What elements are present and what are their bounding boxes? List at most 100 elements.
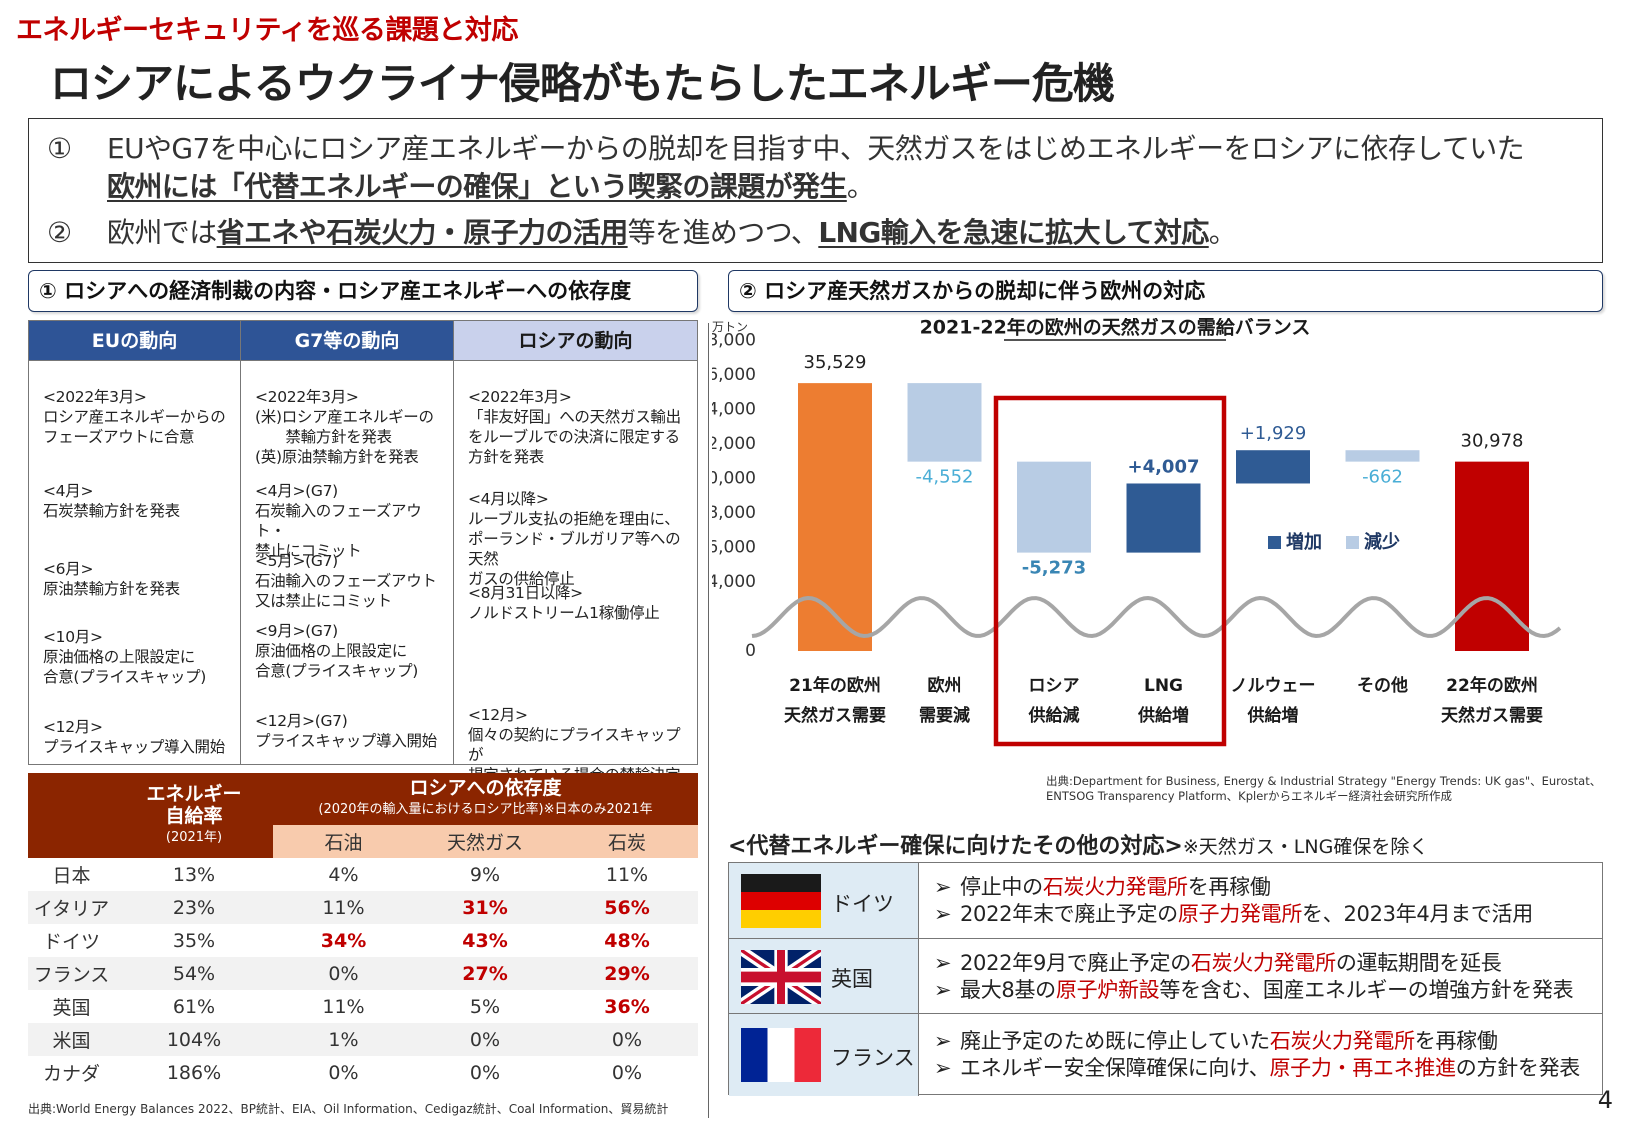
page-number: 4 bbox=[1597, 1086, 1613, 1114]
sanction-text: 原油禁輸方針を発表 bbox=[43, 580, 180, 598]
x-category-label: 供給増 bbox=[1137, 705, 1189, 726]
summary-item-2-emphasis-2: LNG輸入を急速に拡大して対応 bbox=[818, 216, 1209, 249]
x-category-label: ノルウェー bbox=[1231, 676, 1316, 696]
measure-text: を再稼働 bbox=[1414, 1029, 1498, 1053]
dependency-row: イタリア 23% 11% 31% 56% bbox=[28, 891, 698, 924]
dependency-row: ドイツ 35% 34% 43% 48% bbox=[28, 924, 698, 957]
summary-item-2-emphasis-1: 省エネや石炭火力・原子力の活用 bbox=[216, 216, 629, 249]
measure-text: エネルギー安全保障確保に向け、 bbox=[960, 1056, 1270, 1080]
summary-item-1-line-1: ① EUやG7を中心にロシア産エネルギーからの脱却を目指す中、天然ガスをはじめエネ… bbox=[47, 127, 1525, 167]
y-tick-label: 34,000 bbox=[712, 400, 756, 420]
sanctions-table: EUの動向 <2022年3月> ロシア産エネルギーからの フェーズアウトに合意 <4… bbox=[28, 320, 698, 784]
summary-item-2-pre: 欧州では bbox=[107, 216, 217, 249]
uk-flag bbox=[741, 949, 821, 1004]
bullet-arrow-icon: ➢ bbox=[934, 950, 952, 975]
section-1-heading: ① ロシアへの経済制裁の内容・ロシア産エネルギーへの依存度 bbox=[28, 270, 698, 312]
oil-dependency-cell: 0% bbox=[328, 1061, 359, 1084]
sanction-date: <6月> bbox=[43, 560, 94, 578]
measure-list: ➢ 廃止予定のため既に停止していた石炭火力発電所を再稼働 ➢ エネルギー安全保障確保に… bbox=[934, 1028, 1580, 1082]
alternatives-note: ※天然ガス・LNG確保を除く bbox=[1182, 836, 1429, 858]
eu-sanction-entry: <10月> 原油価格の上限設定に 合意(プライスキャップ) bbox=[43, 627, 236, 687]
country-cell: フランス bbox=[28, 957, 115, 990]
russia-sanction-entry: <4月以降> ルーブル支払の拒絶を理由に、 ポーランド・ブルガリア等への天然 ガス… bbox=[468, 489, 693, 589]
measure-text: の運転期間を延長 bbox=[1335, 950, 1502, 975]
dependency-source: 出典:World Energy Balances 2022、BP統計、EIA、O… bbox=[28, 1102, 669, 1116]
bar-value-label: +1,929 bbox=[1240, 423, 1307, 444]
country-cell: 英国 bbox=[729, 939, 919, 1013]
sanction-text: (米)ロシア産エネルギーの 禁輸方針を発表 (英)原油禁輸方針を発表 bbox=[255, 408, 434, 466]
bullet-arrow-icon: ➢ bbox=[934, 1056, 952, 1080]
chart-title: 2021-22年の欧州の天然ガスの需給バランス bbox=[920, 318, 1311, 339]
sanction-date: <8月31日以降> bbox=[468, 584, 583, 602]
sanction-date: <9月>(G7) bbox=[255, 622, 338, 640]
legend-swatch bbox=[1346, 536, 1359, 549]
highlighted-text: 石炭火力発電所 bbox=[1042, 875, 1188, 899]
alternatives-table: ドイツ ➢ 停止中の石炭火力発電所を再稼働 ➢ 2022年末で廃止予定の原子力発電所を、… bbox=[728, 862, 1603, 1096]
measure-list: ➢ 停止中の石炭火力発電所を再稼働 ➢ 2022年末で廃止予定の原子力発電所を、202… bbox=[934, 874, 1533, 928]
bullet-arrow-icon: ➢ bbox=[934, 977, 952, 1002]
sanction-date: <12月> bbox=[468, 706, 528, 724]
bullet-arrow-icon: ➢ bbox=[934, 1029, 952, 1053]
sanction-text: 原油価格の上限設定に 合意(プライスキャップ) bbox=[255, 642, 419, 680]
country-cell: 米国 bbox=[28, 1023, 115, 1056]
germany-flag bbox=[741, 874, 821, 928]
sanction-text: 石炭輸入のフェーズアウト・ 禁止にコミット bbox=[255, 502, 422, 560]
sanction-text: ノルドストリーム1稼働停止 bbox=[468, 604, 660, 622]
sanction-text: 「非友好国」への天然ガス輸出 をルーブルでの決済に限定する 方針を発表 bbox=[468, 408, 681, 466]
measure-text: 廃止予定のため既に停止していた bbox=[960, 1029, 1270, 1053]
sanction-date: <12月> bbox=[43, 718, 103, 736]
bullet-arrow-icon: ➢ bbox=[934, 875, 952, 899]
country-cell: カナダ bbox=[42, 1063, 100, 1085]
bar-value-label: 35,529 bbox=[804, 352, 867, 373]
russia-sanction-entry: <2022年3月> 「非友好国」への天然ガス輸出 をルーブルでの決済に限定する 方… bbox=[468, 387, 693, 467]
alternatives-row: 英国 ➢ 2022年9月で廃止予定の石炭火力発電所の運転期間を延長 ➢ 最大8基の原子炉… bbox=[729, 939, 1602, 1014]
measure-item: ➢ 最大8基の原子炉新設等を含む、国産エネルギーの増強方針を発表 bbox=[934, 977, 1574, 1004]
x-category-label: 供給増 bbox=[1247, 705, 1299, 726]
x-category-label: 天然ガス需要 bbox=[784, 705, 886, 726]
measure-text: の方針を発表 bbox=[1455, 1056, 1581, 1080]
section-kicker: エネルギーセキュリティを巡る課題と対応 bbox=[16, 15, 518, 46]
sanction-date: <4月以降> bbox=[468, 490, 549, 508]
measure-text: を、2023年4月まで活用 bbox=[1302, 902, 1533, 926]
russia-column-header: ロシアの動向 bbox=[454, 321, 697, 361]
russia-dependency-header: ロシアへの依存度 (2020年の輸入量におけるロシア比率)※日本のみ2021年 bbox=[273, 773, 698, 825]
y-tick-label: 0 bbox=[745, 641, 756, 661]
gas-dependency-cell: 27% bbox=[414, 957, 556, 990]
measure-item: ➢ 廃止予定のため既に停止していた石炭火力発電所を再稼働 bbox=[934, 1028, 1580, 1055]
russia-sanction-entry: <8月31日以降> ノルドストリーム1稼働停止 bbox=[468, 583, 693, 623]
sanction-date: <10月> bbox=[43, 628, 103, 646]
measure-item: ➢ エネルギー安全保障確保に向け、原子力・再エネ推進の方針を発表 bbox=[934, 1055, 1580, 1082]
dependency-row: 米国 104% 1% 0% 0% bbox=[28, 1023, 698, 1056]
highlighted-text: 原子力・再エネ推進 bbox=[1269, 1056, 1456, 1080]
y-tick-label: 24,000 bbox=[712, 572, 756, 592]
g7-sanction-entry: <9月>(G7) 原油価格の上限設定に 合意(プライスキャップ) bbox=[255, 621, 449, 681]
eu-sanction-entry: <6月> 原油禁輸方針を発表 bbox=[43, 559, 236, 599]
g7-sanction-entry: <4月>(G7) 石炭輸入のフェーズアウト・ 禁止にコミット bbox=[255, 481, 449, 561]
measure-item: ➢ 2022年末で廃止予定の原子力発電所を、2023年4月まで活用 bbox=[934, 901, 1533, 928]
russia-dependency-note: (2020年の輸入量におけるロシア比率)※日本のみ2021年 bbox=[318, 802, 653, 817]
oil-dependency-cell: 4% bbox=[328, 863, 359, 886]
sanction-date: <4月>(G7) bbox=[255, 482, 338, 500]
x-category-label: ロシア bbox=[1029, 676, 1080, 696]
measure-item: ➢ 2022年9月で廃止予定の石炭火力発電所の運転期間を延長 bbox=[934, 950, 1573, 977]
sanction-date: <2022年3月> bbox=[468, 388, 572, 406]
y-tick-label: 36,000 bbox=[712, 365, 756, 385]
summary-box: ① EUやG7を中心にロシア産エネルギーからの脱却を目指す中、天然ガスをはじめエネ… bbox=[28, 118, 1603, 263]
measure-text: を再稼働 bbox=[1187, 875, 1271, 899]
self-sufficiency-cell: 23% bbox=[115, 891, 273, 924]
russia-dependency-label: ロシアへの依存度 bbox=[409, 777, 562, 799]
g7-sanction-entry: <5月>(G7) 石油輸入のフェーズアウト 又は禁止にコミット bbox=[255, 551, 449, 611]
coal-dependency-cell: 48% bbox=[604, 929, 650, 952]
summary-item-1-end: 。 bbox=[846, 170, 875, 203]
measure-text: 最大8基の bbox=[960, 977, 1056, 1002]
dependency-row: フランス 54% 0% 27% 29% bbox=[28, 957, 698, 990]
measure-item: ➢ 停止中の石炭火力発電所を再稼働 bbox=[934, 874, 1533, 901]
country-header bbox=[28, 773, 115, 858]
bar-3 bbox=[1126, 483, 1201, 553]
russia-lng-highlight-box bbox=[993, 395, 1227, 747]
sanction-text: 原油価格の上限設定に 合意(プライスキャップ) bbox=[43, 648, 207, 686]
dependency-table-body: 日本 13% 4% 9% 11% イタリア 23% 11% 31% 56% ドイツ 35% 34% 43%… bbox=[28, 858, 698, 1089]
gas-dependency-cell: 5% bbox=[469, 995, 501, 1018]
country-cell: ドイツ bbox=[729, 863, 919, 938]
country-cell: フランス bbox=[729, 1014, 919, 1096]
